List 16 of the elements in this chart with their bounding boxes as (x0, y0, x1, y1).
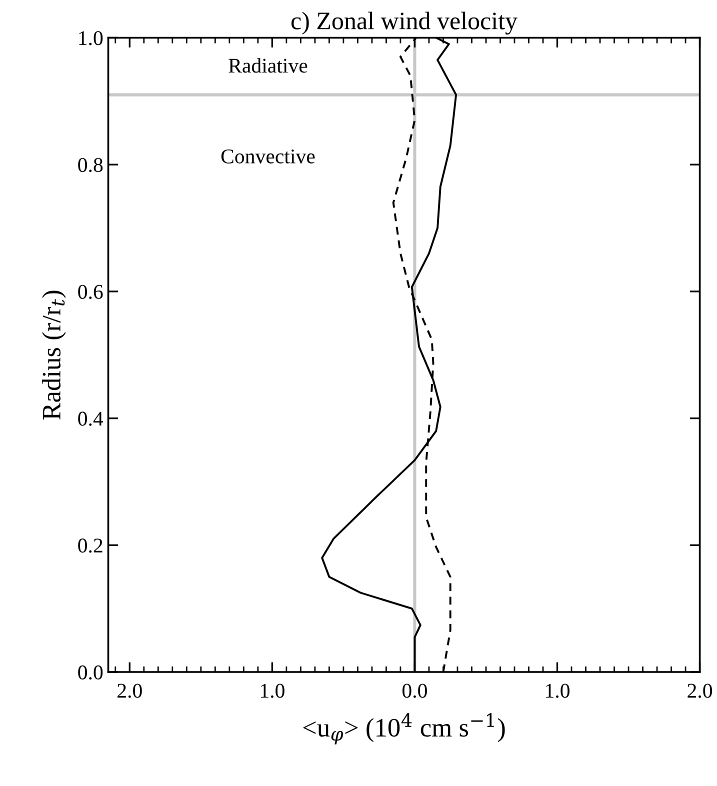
y-tick-label: 0.6 (78, 284, 103, 299)
x-tick-label: 0.0 (402, 684, 427, 698)
y-tick-label: 0.4 (78, 412, 104, 426)
x-tick-label: 2.0 (688, 684, 712, 698)
x-tick-label: 1.0 (260, 684, 284, 698)
x-tick-label: 2.0 (118, 684, 142, 698)
x-tick-label: 1.0 (546, 684, 570, 698)
y-tick-label: 0.2 (78, 538, 102, 553)
x-axis-title: <u$_{φ}$> (10$^{4}$ cm s$^{−1}$) (303, 713, 505, 744)
y-tick-label: 0.0 (78, 665, 103, 680)
y-axis-title: Radius (r/r$_{t}$) (42, 290, 66, 420)
y-tick-label: 0.8 (78, 158, 103, 172)
chart-title: c) Zonal wind velocity (291, 12, 518, 35)
annotation: Convective (221, 149, 315, 164)
annotation: Radiative (228, 58, 308, 73)
y-tick-label: 1.0 (79, 31, 103, 46)
